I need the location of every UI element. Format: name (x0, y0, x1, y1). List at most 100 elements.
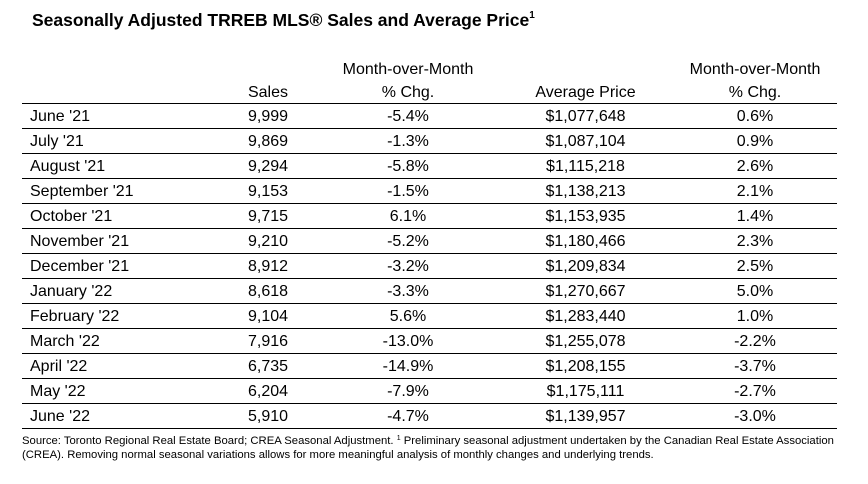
table-row: October '21 9,715 6.1% $1,153,935 1.4% (22, 204, 837, 229)
table-row: February '22 9,104 5.6% $1,283,440 1.0% (22, 304, 837, 329)
month-cell: August '21 (30, 158, 106, 175)
sales-cell: 7,916 (247, 333, 289, 350)
average-price-cell: $1,138,213 (545, 183, 626, 200)
month-cell: May '22 (30, 383, 86, 400)
sales-cell: 9,104 (247, 308, 289, 325)
average-price-cell: $1,077,648 (545, 108, 626, 125)
sales-cell: 9,294 (247, 158, 289, 175)
sales-cell: 9,715 (247, 208, 289, 225)
price-change-cell: -3.0% (734, 408, 776, 425)
sales-change-cell: 6.1% (389, 208, 427, 225)
price-change-cell: 2.5% (736, 258, 774, 275)
sales-cell: 6,204 (247, 383, 289, 400)
sales-cell: 5,910 (247, 408, 289, 425)
source-footnote: Source: Toronto Regional Real Estate Boa… (22, 432, 852, 462)
price-change-cell: 2.3% (736, 233, 774, 250)
average-price-cell: $1,208,155 (545, 358, 626, 375)
row-divider (22, 103, 837, 104)
row-divider (22, 203, 837, 204)
row-divider (22, 353, 837, 354)
table-row: June '21 9,999 -5.4% $1,077,648 0.6% (22, 104, 837, 129)
row-divider (22, 303, 837, 304)
row-divider (22, 378, 837, 379)
sales-cell: 9,210 (247, 233, 289, 250)
month-cell: June '22 (30, 408, 90, 425)
price-change-cell: 5.0% (736, 283, 774, 300)
sales-change-cell: 5.6% (389, 308, 427, 325)
price-change-cell: 2.1% (736, 183, 774, 200)
month-cell: February '22 (30, 308, 120, 325)
sales-change-cell: -5.4% (387, 108, 429, 125)
row-divider (22, 153, 837, 154)
sales-change-cell: -3.3% (387, 283, 429, 300)
average-price-cell: $1,180,466 (545, 233, 626, 250)
average-price-cell: $1,175,111 (546, 383, 625, 400)
sales-cell: 6,735 (247, 358, 289, 375)
header-mom-sales-line1: Month-over-Month (342, 61, 474, 78)
sales-change-cell: -14.9% (382, 358, 434, 375)
sales-change-cell: -1.5% (387, 183, 429, 200)
header-mom-price-line1: Month-over-Month (689, 61, 821, 78)
sales-change-cell: -1.3% (387, 133, 429, 150)
header-mom-price-line2: % Chg. (728, 84, 782, 101)
average-price-cell: $1,209,834 (545, 258, 626, 275)
page-title: Seasonally Adjusted TRREB MLS® Sales and… (32, 10, 535, 31)
row-divider (22, 328, 837, 329)
title-footnote-marker: 1 (529, 10, 535, 21)
sales-change-cell: -7.9% (387, 383, 429, 400)
sales-change-cell: -4.7% (387, 408, 429, 425)
sales-change-cell: -5.8% (387, 158, 429, 175)
average-price-cell: $1,270,667 (545, 283, 626, 300)
row-divider (22, 278, 837, 279)
table-row: August '21 9,294 -5.8% $1,115,218 2.6% (22, 154, 837, 179)
row-divider (22, 403, 837, 404)
month-cell: April '22 (30, 358, 88, 375)
price-change-cell: -3.7% (734, 358, 776, 375)
average-price-cell: $1,139,957 (545, 408, 626, 425)
table-row: November '21 9,210 -5.2% $1,180,466 2.3% (22, 229, 837, 254)
price-change-cell: 2.6% (736, 158, 774, 175)
footnote-marker: 1 (396, 435, 401, 442)
month-cell: September '21 (30, 183, 134, 200)
header-average-price: Average Price (535, 84, 636, 101)
price-change-cell: 1.4% (736, 208, 774, 225)
sales-change-cell: -5.2% (387, 233, 429, 250)
header-mom-sales-line2: % Chg. (381, 84, 435, 101)
table-row: April '22 6,735 -14.9% $1,208,155 -3.7% (22, 354, 837, 379)
table-row: July '21 9,869 -1.3% $1,087,104 0.9% (22, 129, 837, 154)
sales-change-cell: -13.0% (382, 333, 434, 350)
sales-cell: 8,618 (247, 283, 289, 300)
price-change-cell: -2.2% (734, 333, 776, 350)
average-price-cell: $1,087,104 (545, 133, 626, 150)
average-price-cell: $1,255,078 (545, 333, 626, 350)
month-cell: June '21 (30, 108, 90, 125)
header-sales: Sales (247, 84, 289, 101)
table-row: January '22 8,618 -3.3% $1,270,667 5.0% (22, 279, 837, 304)
average-price-cell: $1,115,218 (546, 158, 625, 175)
month-cell: July '21 (30, 133, 84, 150)
table-row: June '22 5,910 -4.7% $1,139,957 -3.0% (22, 404, 837, 429)
table-bottom-rule (22, 428, 837, 429)
table-row: December '21 8,912 -3.2% $1,209,834 2.5% (22, 254, 837, 279)
table-row: March '22 7,916 -13.0% $1,255,078 -2.2% (22, 329, 837, 354)
footnote-text: Preliminary seasonal adjustment undertak… (22, 435, 834, 461)
table-row: May '22 6,204 -7.9% $1,175,111 -2.7% (22, 379, 837, 404)
average-price-cell: $1,283,440 (545, 308, 626, 325)
sales-cell: 9,153 (247, 183, 289, 200)
source-text: Source: Toronto Regional Real Estate Boa… (22, 435, 397, 447)
table-row: September '21 9,153 -1.5% $1,138,213 2.1% (22, 179, 837, 204)
row-divider (22, 128, 837, 129)
month-cell: October '21 (30, 208, 113, 225)
average-price-cell: $1,153,935 (545, 208, 626, 225)
sales-cell: 8,912 (247, 258, 289, 275)
price-change-cell: 0.9% (736, 133, 774, 150)
sales-change-cell: -3.2% (387, 258, 429, 275)
row-divider (22, 253, 837, 254)
month-cell: March '22 (30, 333, 100, 350)
price-change-cell: 0.6% (736, 108, 774, 125)
month-cell: January '22 (30, 283, 113, 300)
price-change-cell: 1.0% (736, 308, 774, 325)
sales-cell: 9,869 (247, 133, 289, 150)
price-change-cell: -2.7% (734, 383, 776, 400)
title-text: Seasonally Adjusted TRREB MLS® Sales and… (32, 10, 530, 30)
